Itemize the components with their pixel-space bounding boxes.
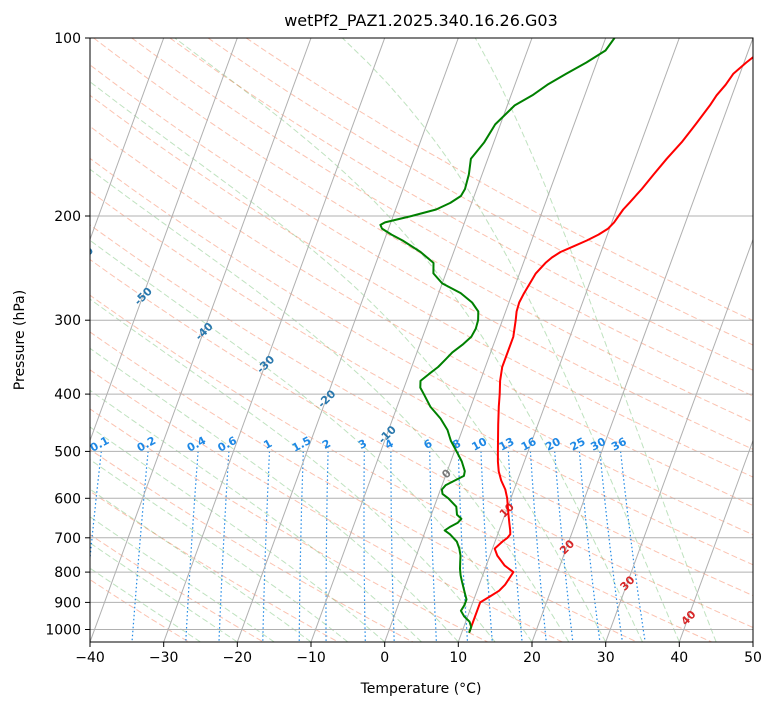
x-tick-label: 40	[670, 650, 688, 666]
dry-adiabat	[90, 190, 753, 566]
moist-adiabat	[90, 426, 386, 642]
isotherm-line	[678, 439, 753, 642]
isotherm-line	[310, 38, 533, 642]
isotherm-line	[90, 38, 312, 642]
y-tick-label: 600	[54, 491, 81, 507]
isotherm-label: -60	[73, 244, 96, 267]
chart-title: wetPf2_PAZ1.2025.340.16.26.G03	[284, 11, 558, 31]
x-tick-label: 50	[744, 650, 762, 666]
y-tick-label: 900	[54, 595, 81, 611]
dry-adiabat	[90, 534, 264, 642]
y-tick-label: 100	[54, 31, 81, 47]
moist-adiabat	[90, 298, 496, 642]
isotherm-line	[163, 38, 386, 642]
profile-series	[379, 38, 753, 633]
mixing-ratio-lines	[90, 451, 646, 642]
moist-adiabat	[90, 81, 607, 642]
plot-frame	[89, 37, 754, 643]
moist-adiabat	[90, 239, 533, 642]
y-axis-label: Pressure (hPa)	[12, 290, 28, 390]
dry-adiabat	[131, 38, 753, 397]
isotherm-line	[236, 38, 459, 642]
moist-adiabat	[474, 38, 717, 642]
moist-adiabat	[90, 516, 275, 642]
isotherm-line	[531, 38, 753, 642]
moist-adiabat	[90, 567, 201, 642]
moist-adiabat	[90, 168, 570, 642]
dry-adiabat	[90, 331, 638, 642]
plot-area: -100-90-80-70-60-50-40-30-20-10010203040…	[73, 38, 753, 642]
dewpoint-profile-line	[379, 38, 616, 633]
isotherm-line	[90, 38, 238, 443]
isotherm-line	[605, 237, 753, 642]
dry-adiabat	[90, 157, 753, 536]
dry-adiabat	[169, 38, 753, 371]
mixing-ratio-label: 20	[543, 435, 563, 454]
x-tick-label: −10	[296, 650, 326, 666]
y-tick-label: 200	[54, 209, 81, 225]
dry-adiabat	[90, 294, 712, 642]
x-axis-label: Temperature (°C)	[360, 681, 482, 697]
dry-adiabat	[207, 38, 753, 346]
dry-adiabat	[90, 448, 414, 642]
x-axis: −40 −30 −20 −10 0 10 20 30 40 50	[75, 642, 762, 666]
dry-adiabat	[93, 38, 753, 423]
y-tick-label: 1000	[45, 623, 81, 639]
isotherm-line	[90, 38, 165, 241]
y-tick-label: 500	[54, 444, 81, 460]
mixing-ratio-label: 10	[470, 435, 490, 454]
mixing-ratio-label: 13	[497, 435, 517, 454]
mixing-ratio-labels: 0.1 0.2 0.4 0.6 1 1.5 2 3 4 6 8 10 13 16 20 25 30 36	[90, 434, 629, 455]
dry-adiabat	[90, 94, 753, 478]
mixing-ratio-label: 30	[588, 435, 608, 454]
isotherms	[90, 38, 753, 642]
dry-adiabat	[90, 224, 753, 597]
y-tick-label: 800	[54, 565, 81, 581]
isotherm-line	[384, 38, 607, 642]
x-tick-label: −40	[75, 650, 105, 666]
dry-adiabat	[90, 258, 753, 629]
mixing-ratio-label: 16	[519, 435, 539, 454]
dry-adiabat	[90, 64, 753, 450]
mixing-ratio-line	[620, 451, 646, 642]
moist-adiabat	[90, 389, 422, 642]
moist-adiabat	[174, 38, 643, 642]
x-tick-label: −30	[149, 650, 179, 666]
mixing-ratio-label: 25	[568, 435, 588, 454]
x-tick-label: 0	[380, 650, 389, 666]
moist-adiabat	[90, 542, 238, 642]
temperature-profile-line	[468, 56, 753, 633]
pressure-gridlines	[90, 38, 753, 630]
y-tick-label: 300	[54, 313, 81, 329]
moist-adiabat	[90, 347, 459, 642]
y-axis: 1000 900 800 700 600 500 400 300 200 100	[45, 31, 90, 639]
y-tick-label: 700	[54, 531, 81, 547]
x-tick-label: 10	[449, 650, 467, 666]
isotherm-line	[457, 38, 680, 642]
dry-adiabat	[90, 369, 563, 642]
x-tick-label: 20	[523, 650, 541, 666]
y-tick-label: 400	[54, 387, 81, 403]
mixing-ratio-label: 36	[609, 435, 629, 454]
x-tick-label: −20	[223, 650, 253, 666]
x-tick-label: 30	[597, 650, 615, 666]
moist-adiabat	[342, 38, 680, 642]
